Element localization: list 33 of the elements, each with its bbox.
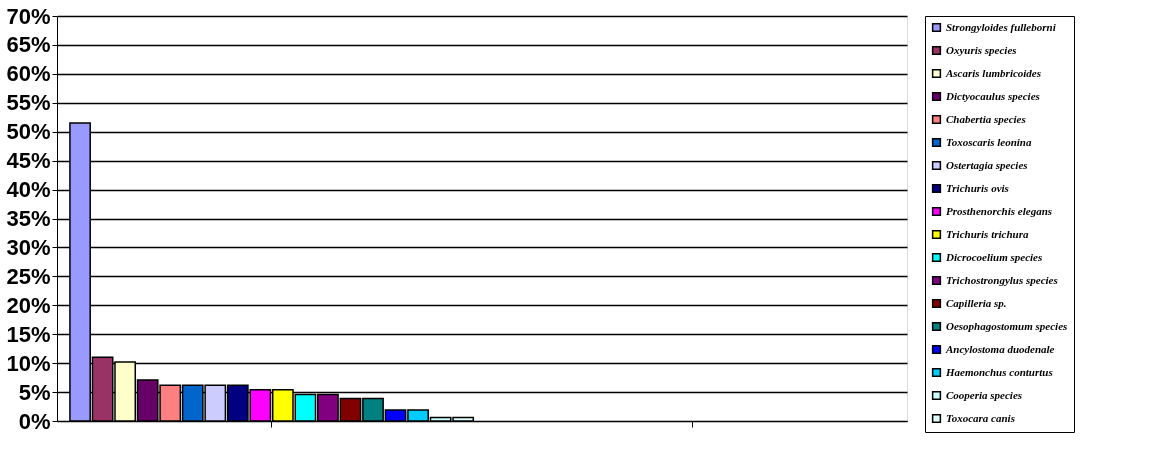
- y-tick-label: 45%: [6, 148, 51, 174]
- legend-label: Ostertagia species: [946, 158, 1028, 171]
- legend-label: Trichostrongylus species: [946, 273, 1058, 286]
- y-tick-label: 70%: [6, 3, 51, 29]
- legend-label: Ancylostoma duodenale: [945, 342, 1055, 355]
- legend-label: Toxocara canis: [946, 411, 1015, 424]
- legend-label: Trichuris trichura: [946, 227, 1029, 240]
- y-tick-label: 0%: [18, 408, 51, 434]
- legend-label: Capilleria sp.: [946, 296, 1007, 309]
- y-tick-label: 10%: [6, 350, 51, 376]
- legend-label: Cooperia species: [946, 388, 1023, 401]
- legend-label: Haemonchus conturtus: [945, 365, 1053, 378]
- y-tick-label: 15%: [6, 321, 51, 347]
- legend-label: Dictyocaulus species: [945, 89, 1040, 102]
- legend-label: Ascaris lumbricoides: [945, 66, 1042, 79]
- y-tick-label: 30%: [6, 234, 51, 260]
- y-tick-label: 25%: [6, 263, 51, 289]
- y-tick-label: 65%: [6, 32, 51, 58]
- y-tick-label: 40%: [6, 177, 51, 203]
- y-tick-label: 35%: [6, 206, 51, 231]
- legend-label: Trichuris ovis: [946, 181, 1009, 194]
- legend-label: Oesophagostomum species: [946, 319, 1068, 332]
- y-tick-label: 50%: [6, 119, 51, 145]
- y-tick-label: 20%: [6, 292, 51, 318]
- legend-label: Oxyuris species: [946, 43, 1017, 56]
- legend-label: Chabertia species: [946, 112, 1026, 125]
- legend-label: Dicrocoelium species: [945, 250, 1043, 263]
- legend-label: Toxoscaris leonina: [946, 135, 1032, 148]
- legend-label: Strongyloides fulleborni: [946, 20, 1057, 33]
- y-tick-label: 5%: [18, 379, 51, 405]
- y-tick-label: 60%: [6, 61, 51, 87]
- legend-label: Prosthenorchis elegans: [946, 204, 1053, 217]
- y-tick-label: 55%: [6, 90, 51, 116]
